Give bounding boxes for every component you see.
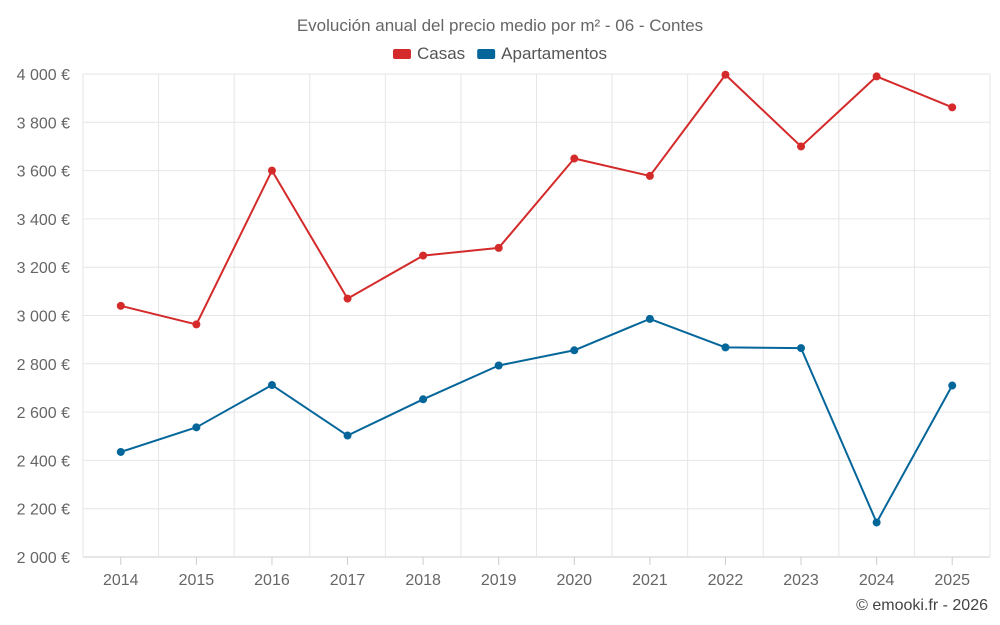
data-point-casas[interactable] xyxy=(645,171,654,180)
legend: Casas Apartamentos xyxy=(392,44,607,63)
data-point-apartamentos[interactable] xyxy=(872,518,881,527)
x-tick-label: 2024 xyxy=(859,572,895,589)
x-tick-label: 2019 xyxy=(481,572,517,589)
series-line-apartamentos xyxy=(120,317,954,524)
data-point-casas[interactable] xyxy=(192,320,201,329)
grid xyxy=(82,73,991,558)
legend-label: Apartamentos xyxy=(501,44,607,63)
x-tick-label: 2014 xyxy=(103,572,139,589)
data-point-casas[interactable] xyxy=(116,301,125,310)
data-point-apartamentos[interactable] xyxy=(267,381,276,390)
data-point-casas[interactable] xyxy=(267,166,276,175)
y-tick-label: 2 800 € xyxy=(17,357,70,374)
data-point-casas[interactable] xyxy=(419,251,428,260)
x-tick-label: 2023 xyxy=(783,572,819,589)
data-point-apartamentos[interactable] xyxy=(494,361,503,370)
legend-item-apartamentos[interactable]: Apartamentos xyxy=(477,44,607,63)
data-point-apartamentos[interactable] xyxy=(192,423,201,432)
legend-swatch xyxy=(392,49,411,59)
credit-text: © emooki.fr - 2026 xyxy=(856,597,988,614)
data-point-casas[interactable] xyxy=(343,294,352,303)
legend-swatch xyxy=(477,49,496,59)
data-point-apartamentos[interactable] xyxy=(419,395,428,404)
data-point-apartamentos[interactable] xyxy=(116,447,125,456)
data-point-apartamentos[interactable] xyxy=(797,344,806,353)
y-tick-label: 2 600 € xyxy=(17,405,70,422)
data-point-apartamentos[interactable] xyxy=(721,343,730,352)
data-point-casas[interactable] xyxy=(494,243,503,252)
data-point-casas[interactable] xyxy=(721,70,730,79)
legend-label: Casas xyxy=(417,44,465,63)
x-tick-label: 2020 xyxy=(556,572,592,589)
x-tick-label: 2021 xyxy=(632,572,668,589)
y-tick-label: 4 000 € xyxy=(17,67,70,84)
data-point-casas[interactable] xyxy=(872,72,881,81)
series-line-casas xyxy=(120,73,953,326)
data-point-casas[interactable] xyxy=(797,142,806,151)
y-tick-label: 3 400 € xyxy=(17,212,70,229)
x-tick-label: 2016 xyxy=(254,572,290,589)
data-point-apartamentos[interactable] xyxy=(343,431,352,440)
y-tick-label: 2 400 € xyxy=(17,453,70,470)
x-tick-label: 2017 xyxy=(330,572,366,589)
series-casas xyxy=(116,70,957,329)
y-axis: 2 000 € 2 200 € 2 400 € 2 600 € 2 800 € 3 000… xyxy=(17,67,70,567)
data-point-casas[interactable] xyxy=(948,103,957,112)
data-point-apartamentos[interactable] xyxy=(645,314,654,323)
x-tick-label: 2015 xyxy=(179,572,215,589)
y-tick-label: 3 600 € xyxy=(17,164,70,181)
chart-title: Evolución anual del precio medio por m² … xyxy=(297,16,703,35)
series-group xyxy=(116,70,957,527)
x-axis: 2014 2015 2016 2017 2018 2019 2020 2021 2022 2023… xyxy=(103,557,970,589)
data-point-casas[interactable] xyxy=(570,154,579,163)
series-apartamentos xyxy=(116,314,957,527)
x-tick-label: 2025 xyxy=(934,572,970,589)
y-tick-label: 3 000 € xyxy=(17,309,70,326)
data-point-apartamentos[interactable] xyxy=(948,381,957,390)
y-tick-label: 3 200 € xyxy=(17,260,70,277)
x-tick-label: 2018 xyxy=(405,572,441,589)
legend-item-casas[interactable]: Casas xyxy=(392,44,465,63)
x-tick-label: 2022 xyxy=(708,572,744,589)
y-tick-label: 2 000 € xyxy=(17,550,70,567)
y-tick-label: 2 200 € xyxy=(17,502,70,519)
data-point-apartamentos[interactable] xyxy=(570,346,579,355)
y-tick-label: 3 800 € xyxy=(17,115,70,132)
